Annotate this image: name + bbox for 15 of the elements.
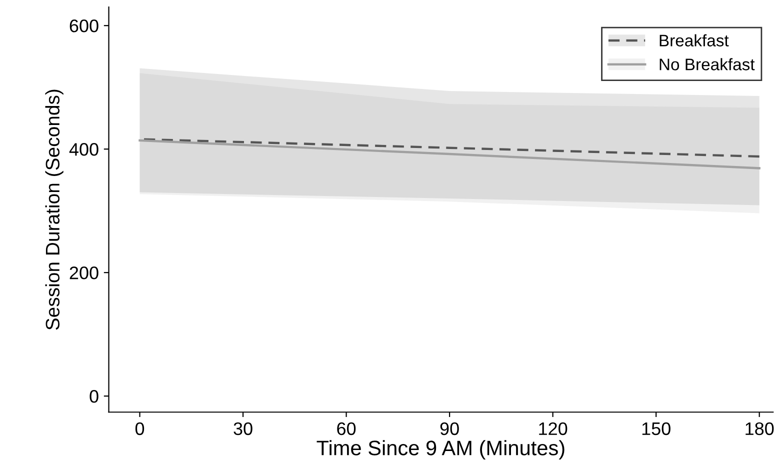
x-tick-label: 60	[337, 422, 356, 436]
y-tick-label: 200	[70, 266, 98, 280]
legend-label: Breakfast	[660, 34, 729, 46]
y-tick-label: 600	[70, 20, 98, 32]
x-tick-label: 120	[539, 422, 568, 436]
x-tick-label: 90	[440, 422, 459, 436]
x-tick-label: 180	[746, 422, 774, 436]
y-axis-title: Session Duration (Seconds)	[45, 90, 64, 330]
legend-label: No Breakfast	[660, 58, 755, 70]
x-tick-label: 0	[135, 422, 144, 436]
x-tick-label: 150	[642, 422, 670, 436]
x-axis-title: Time Since 9 AM (Minutes)	[316, 440, 564, 460]
x-tick-label: 30	[234, 422, 252, 436]
y-tick-label: 0	[90, 390, 98, 403]
y-tick-label: 400	[69, 143, 98, 156]
